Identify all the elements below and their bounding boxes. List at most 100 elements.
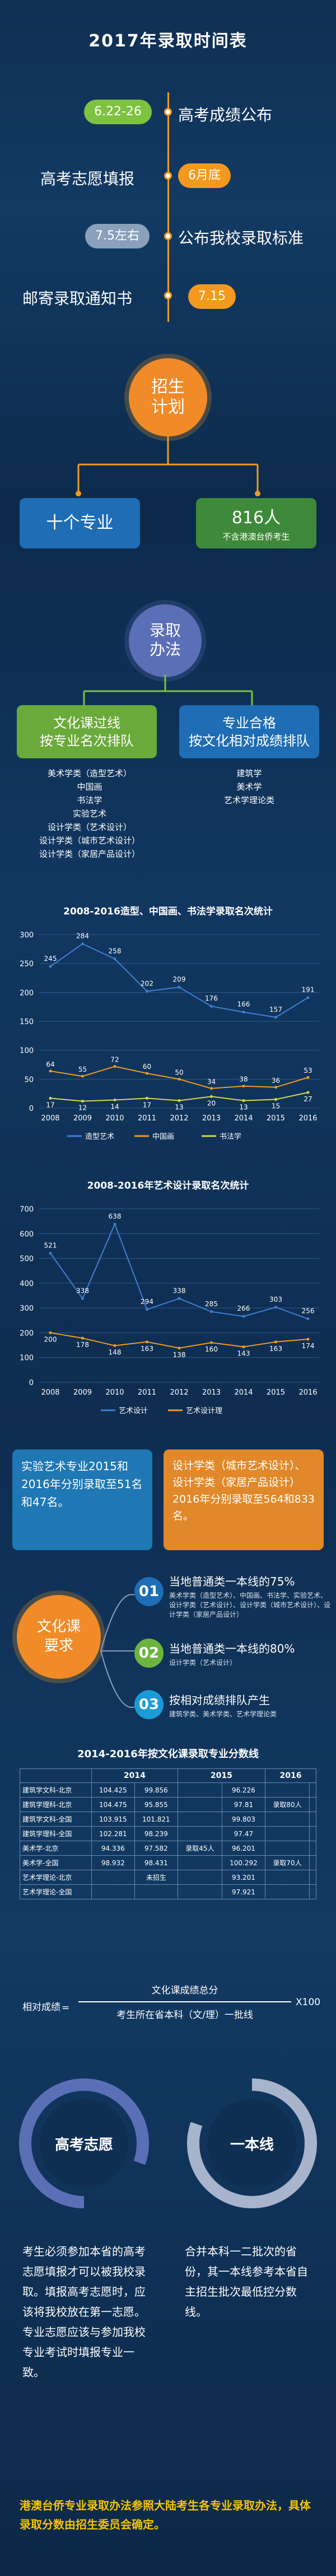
plan-right-box: 816人 不含港澳台侨考生 xyxy=(196,498,316,548)
data-point xyxy=(242,1099,245,1102)
timeline-badge-3: 7.5左右 xyxy=(85,224,150,248)
culture-num-2: 02 xyxy=(134,1639,164,1668)
table-row: 建筑学理科-全国 102.281 98.239 97.47 xyxy=(20,1826,316,1841)
formula-multiplier: X100 xyxy=(296,1997,321,2008)
y-tick-label: 0 xyxy=(29,1379,34,1387)
y-tick-label: 700 xyxy=(20,1205,34,1214)
table-cell xyxy=(177,1884,222,1899)
table-cell xyxy=(309,1870,316,1885)
table-cell xyxy=(264,1812,310,1827)
culture-section: 文化课 要求 01 当地普通类一本线的75% 美术学类（造型艺术）、中国画、书法… xyxy=(0,1567,336,1735)
list-item: 设计学类（城市艺术设计） xyxy=(39,836,140,846)
data-label: 15 xyxy=(272,1102,280,1110)
data-point xyxy=(49,1069,52,1073)
admission-left-title: 文化课过线 按专业名次排队 xyxy=(40,715,134,749)
data-point xyxy=(178,1346,181,1350)
chart-1: 2008-2016造型、中国画、书法学录取名次统计 0 50 100 150 200 250… xyxy=(20,905,319,1141)
table-row: 建筑学文科-全国 103.915 101.821 99.803 xyxy=(20,1812,316,1827)
data-label: 338 xyxy=(173,1287,186,1294)
data-point xyxy=(242,1315,245,1318)
table-cell: 美术学-北京 xyxy=(20,1841,92,1856)
x-tick-label: 2010 xyxy=(105,1388,124,1397)
plan-circle-text: 招生 计划 xyxy=(151,377,185,417)
data-label: 258 xyxy=(109,947,122,955)
culture-main-1: 当地普通类一本线的75% xyxy=(169,1575,295,1588)
table-cell: 建筑学文科-北京 xyxy=(20,1782,92,1798)
table-row: 美术学-全国 98.932 98.431 100.292 录取70人 xyxy=(20,1855,316,1870)
data-label: 294 xyxy=(141,1298,153,1306)
x-tick-label: 2013 xyxy=(202,1114,221,1123)
data-label: 266 xyxy=(237,1305,250,1312)
x-tick-label: 2012 xyxy=(170,1388,188,1397)
data-point xyxy=(49,965,52,968)
timeline-badge-1: 6.22-26 xyxy=(84,100,152,124)
table-cell: 建筑学理科-北京 xyxy=(20,1797,92,1812)
table-cell xyxy=(309,1826,316,1841)
x-tick-label: 2011 xyxy=(138,1388,156,1397)
admission-right-box: 专业合格 按文化相对成绩排队 xyxy=(179,705,319,758)
y-tick-label: 500 xyxy=(20,1255,34,1264)
y-tick-label: 100 xyxy=(20,1354,34,1363)
data-label: 191 xyxy=(302,986,315,994)
y-tick-label: 50 xyxy=(24,1076,34,1084)
timeline-section: 2017年录取时间表 6.22-26 高考成绩公布 高考志愿填报 6月底 7.5… xyxy=(0,0,336,341)
data-label: 285 xyxy=(205,1300,218,1308)
table-cell xyxy=(91,1884,135,1899)
list-item: 美术学类（造型艺术） xyxy=(47,768,132,778)
table-row: 艺术学理论-北京 未招生 93.201 xyxy=(20,1870,316,1885)
admission-branches xyxy=(83,674,253,708)
timeline-badge-4: 7.15 xyxy=(188,284,236,309)
culture-sub-3: 建筑学类、美术学类、艺术学理论类 xyxy=(169,1710,277,1718)
admission-circle-text: 录取 办法 xyxy=(149,621,181,659)
info-left-box: 实验艺术专业2015和2016年分别录取至51名和47名。 xyxy=(12,1449,152,1550)
table-cell xyxy=(177,1870,222,1885)
table-cell: 100.292 xyxy=(221,1855,265,1870)
data-label: 60 xyxy=(143,1063,151,1071)
data-point xyxy=(274,1016,277,1019)
formula-label: 相对成绩 xyxy=(22,2002,60,2013)
data-label: 27 xyxy=(304,1095,312,1103)
list-item: 美术学 xyxy=(236,782,262,792)
score-table: 2014 2015 2016 建筑学文科-北京 104.425 99.856 96.2… xyxy=(20,1768,317,1899)
table-cell: 建筑学文科-全国 xyxy=(20,1812,92,1827)
table-cell: 97.47 xyxy=(221,1826,265,1841)
y-tick-label: 250 xyxy=(20,960,34,969)
chart-2: 2008-2016年艺术设计录取名次统计 0 100 200 300 400 500 600 7… xyxy=(20,1180,319,1415)
score-section: 2014-2016年按文化课录取专业分数线 2014 2015 2016 建筑学… xyxy=(0,1740,336,1976)
table-cell: 96.226 xyxy=(221,1782,265,1798)
data-point xyxy=(146,1340,148,1344)
chart-title: 2008-2016年艺术设计录取名次统计 xyxy=(87,1180,249,1191)
table-cell xyxy=(264,1841,310,1856)
table-cell: 99.856 xyxy=(134,1782,178,1798)
table-cell: 艺术学理论-北京 xyxy=(20,1870,92,1885)
x-tick-label: 2012 xyxy=(170,1114,188,1123)
table-cell: 96.201 xyxy=(221,1841,265,1856)
plan-left-text: 十个专业 xyxy=(46,513,114,533)
data-label: 12 xyxy=(78,1104,87,1112)
info-right-box: 设计学类（城市艺术设计）、设计学类（家居产品设计）2016年分别录取至564和8… xyxy=(164,1449,324,1550)
table-header: 2015 xyxy=(177,1768,265,1783)
table-row: 建筑学理科-北京 104.475 95.855 97.81 录取80人 xyxy=(20,1797,316,1812)
data-point xyxy=(146,989,148,993)
data-label: 157 xyxy=(269,1006,282,1013)
list-item: 中国画 xyxy=(77,782,102,792)
data-point xyxy=(81,1297,84,1300)
data-point xyxy=(306,1338,310,1341)
data-label: 209 xyxy=(173,975,186,983)
data-point xyxy=(146,1096,148,1100)
table-cell xyxy=(91,1870,135,1885)
y-tick-label: 300 xyxy=(20,1305,34,1313)
data-point xyxy=(210,1005,213,1008)
plan-right-note: 不含港澳台侨考生 xyxy=(222,532,290,542)
score-table-title: 2014-2016年按文化课录取专业分数线 xyxy=(77,1748,259,1760)
table-cell: 98.932 xyxy=(91,1855,135,1870)
timeline-text-1: 高考成绩公布 xyxy=(178,106,273,124)
legend-label: 书法学 xyxy=(220,1132,241,1141)
y-tick-label: 0 xyxy=(29,1105,34,1113)
culture-item-3: 按相对成绩排队产生 建筑学类、美术学类、艺术学理论类 xyxy=(169,1691,332,1719)
data-point xyxy=(113,957,116,960)
table-cell xyxy=(309,1855,316,1870)
table-row: 美术学-北京 94.336 97.582 录取45人 96.201 xyxy=(20,1841,316,1856)
data-point xyxy=(113,1099,116,1102)
data-point xyxy=(49,1251,52,1255)
